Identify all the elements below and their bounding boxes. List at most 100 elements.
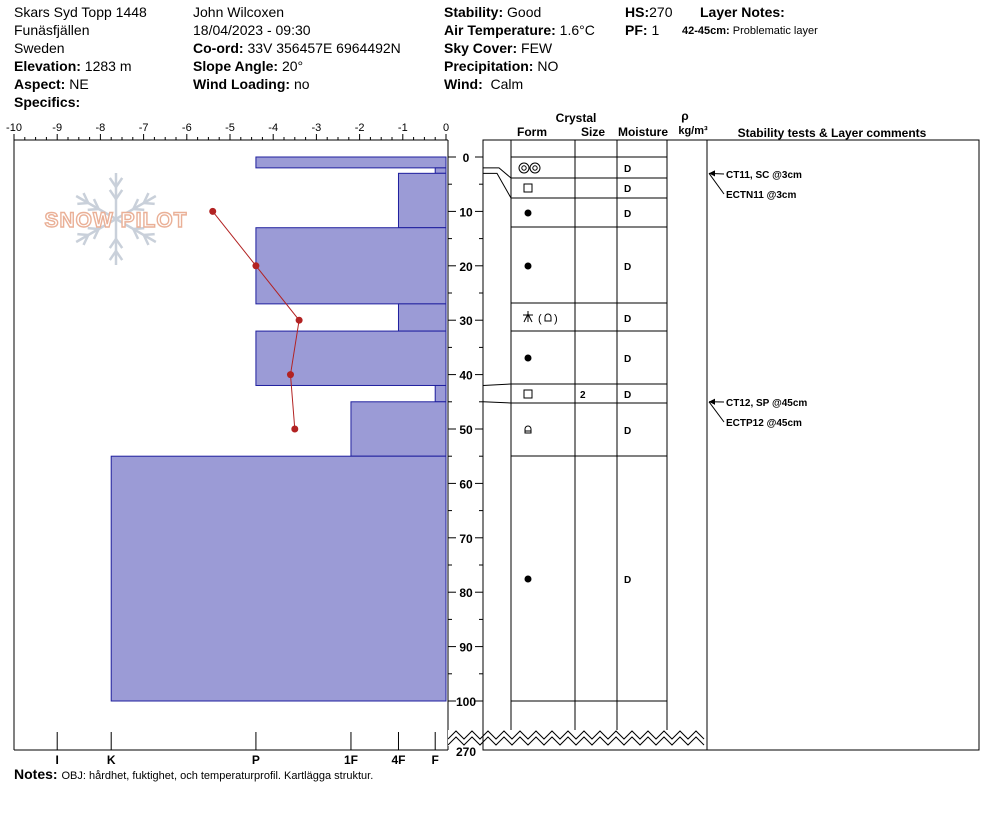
notes-label: Notes: [14, 766, 58, 782]
stability-row: Stability: Good [444, 3, 541, 21]
aspect-row: Aspect: NE [14, 75, 89, 93]
crystal-header: Crystal [556, 111, 597, 125]
depth-bottom-label: 270 [456, 745, 476, 759]
depth-tick-label-7: 70 [459, 532, 473, 546]
rho-header: ρ [681, 109, 688, 123]
temp-point-2 [295, 316, 303, 324]
observation-datetime: 18/04/2023 - 09:30 [193, 22, 311, 38]
depth-axis: 0 10 20 30 40 50 60 70 80 90 100 270 [447, 140, 707, 759]
sky-value: FEW [521, 40, 553, 56]
country-name: Sweden [14, 40, 65, 56]
depth-tick-label-5: 50 [459, 423, 473, 437]
notes-row: Notes: OBJ: hårdhet, fuktighet, och temp… [14, 765, 373, 785]
form-dot-icon [524, 262, 532, 270]
temp-tick-label-0: -10 [6, 122, 22, 134]
hardness-axis: I K P 1F 4F F [56, 732, 439, 767]
hardness-bar-2 [397, 172, 447, 229]
slope-label: Slope Angle: [193, 58, 279, 74]
moisture-cell: D [624, 390, 631, 401]
form-secondary-icon [544, 313, 552, 322]
hardness-tick-label-5: F [432, 753, 439, 767]
form-header: Form [517, 125, 547, 139]
snowpilot-watermark: SNOW PILOT [44, 173, 187, 265]
form-secondary-label: ) [554, 313, 558, 325]
stability-value: Good [507, 4, 542, 20]
depth-tick-label-3: 30 [459, 314, 473, 328]
notes-text: OBJ: hårdhet, fuktighet, och temperaturp… [61, 770, 374, 782]
break-zigzag-bottom [447, 736, 705, 746]
break-zigzag-top [447, 730, 705, 740]
pf-row: PF: 1 [625, 21, 659, 39]
depth-tick-label-2: 20 [459, 260, 473, 274]
form-square-icon [523, 389, 533, 399]
temp-tick-label-3: -7 [139, 122, 149, 134]
hardness-bar-6 [434, 384, 447, 403]
elevation-value: 1283 m [84, 58, 132, 74]
connector-0 [483, 167, 512, 179]
hardness-bar-7 [350, 401, 447, 457]
layer-note-depth: 42-45cm: [682, 25, 730, 37]
depth-tick-label-10: 100 [456, 695, 476, 709]
hardness-bar-5 [255, 330, 447, 386]
wind-label: Wind: [444, 76, 483, 92]
layer-table: Crystal Form Size Moisture ρ kg/m³ Stabi… [482, 109, 980, 751]
hardness-bars [110, 156, 447, 702]
temp-point-4 [291, 425, 299, 433]
wind-loading-row: Wind Loading: no [193, 75, 310, 93]
region-name: Funäsfjällen [14, 22, 90, 38]
moisture-cell: D [624, 209, 631, 220]
hardness-tick-label-4: 4F [391, 753, 405, 767]
moisture-cell: D [624, 314, 631, 325]
hs-label: HS: [625, 4, 650, 20]
slope-row: Slope Angle: 20° [193, 57, 303, 75]
form-rounded-icon [521, 165, 527, 171]
connector-2 [482, 383, 512, 386]
observer-name: John Wilcoxen [193, 4, 285, 20]
air-temp-row: Air Temperature: 1.6°C [444, 21, 595, 39]
hardness-bar-8 [110, 455, 447, 702]
form-square-icon [523, 183, 533, 193]
wind-loading-label: Wind Loading: [193, 76, 291, 92]
snowflake-icon [75, 173, 157, 265]
temperature-points [209, 207, 303, 433]
form-dot-icon [524, 354, 532, 362]
temp-tick-label-9: -1 [398, 122, 408, 134]
elevation-row: Elevation: 1283 m [14, 57, 132, 75]
elevation-label: Elevation: [14, 58, 81, 74]
hardness-bar-0 [255, 156, 447, 169]
moisture-cell: D [624, 164, 631, 175]
layer-note-text: Problematic layer [732, 25, 818, 37]
hs-row: HS:270 [625, 3, 672, 21]
temp-tick-label-2: -8 [96, 122, 106, 134]
pf-label: PF: [625, 22, 648, 38]
temp-tick-label-7: -3 [312, 122, 322, 134]
wind-loading-value: no [293, 76, 310, 92]
form-secondary-label: ( [538, 313, 542, 325]
hardness-bar-1 [434, 167, 447, 174]
form-facet-icon [523, 311, 533, 323]
wind-value: Calm [490, 76, 524, 92]
arrowhead-icon [709, 398, 715, 405]
temperature-axis: -10 -9 -8 -7 -6 -5 -4 -3 -2 -1 0 [6, 122, 449, 140]
temp-tick-label-5: -5 [225, 122, 235, 134]
location-name: Skars Syd Topp 1448 [14, 4, 147, 20]
temp-tick-label-8: -2 [355, 122, 365, 134]
size-cell: 2 [580, 390, 586, 401]
form-rounded-icon [532, 165, 538, 171]
temp-point-0 [209, 207, 217, 215]
moisture-cell: D [624, 184, 631, 195]
stability-comments-header: Stability tests & Layer comments [738, 126, 927, 140]
hardness-tick-label-1: K [107, 753, 116, 767]
coord-value: 33V 356457E 6964492N [247, 40, 401, 56]
connector-1 [483, 172, 512, 199]
stability-label: Stability: [444, 4, 504, 20]
air-temp-value: 1.6°C [559, 22, 595, 38]
temp-point-1 [252, 262, 260, 270]
layer-note-row: 42-45cm: Problematic layer [682, 22, 818, 40]
form-dot-icon [524, 209, 532, 217]
specifics-label: Specifics: [14, 94, 81, 110]
depth-tick-label-9: 90 [459, 641, 473, 655]
depth-tick-label-4: 40 [459, 369, 473, 383]
depth-tick-label-0: 0 [463, 151, 470, 165]
